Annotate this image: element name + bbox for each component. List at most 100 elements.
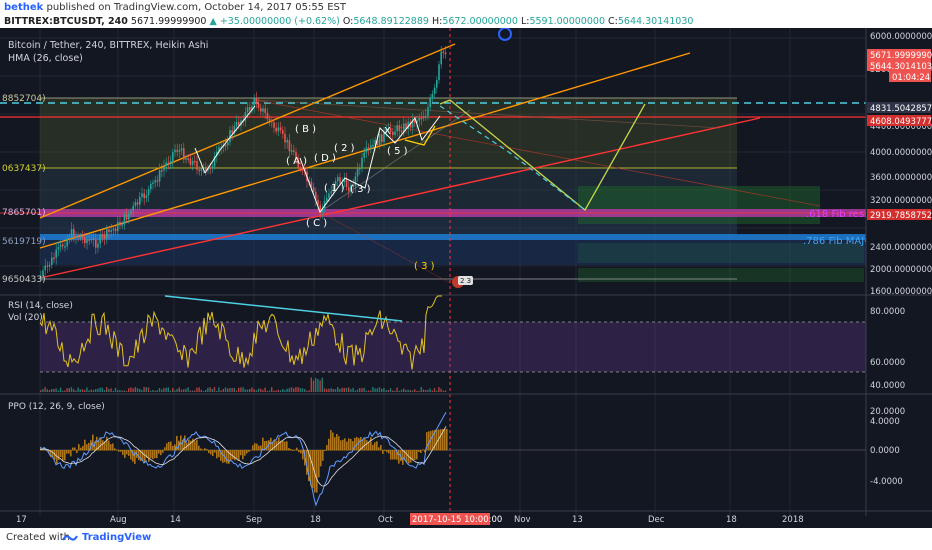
- volume-bar: [255, 390, 257, 392]
- candle: [123, 214, 126, 225]
- candle: [431, 93, 434, 99]
- volume-bar: [266, 390, 268, 392]
- candle: [337, 177, 339, 182]
- candle: [145, 195, 148, 199]
- ppo-hist-bar: [334, 437, 336, 451]
- candle: [136, 202, 139, 205]
- ppo-hist-bar: [204, 448, 206, 451]
- ppo-hist-bar: [116, 449, 118, 451]
- candle: [284, 133, 286, 143]
- candle: [88, 239, 90, 241]
- candle: [101, 234, 104, 237]
- volume-bar: [321, 377, 323, 392]
- ppo-hist-bar: [218, 450, 220, 458]
- volume-bar: [183, 389, 185, 392]
- candle: [130, 210, 132, 214]
- volume-bar: [81, 389, 84, 392]
- candle: [40, 275, 42, 278]
- price-tick: 4400.00000000: [870, 122, 932, 132]
- ppo-hist-bar: [106, 436, 108, 451]
- candle: [158, 170, 161, 182]
- candle: [319, 205, 321, 213]
- wave-label-x: X: [384, 126, 391, 137]
- ppo-hist-bar: [128, 450, 130, 456]
- volume-bar: [121, 390, 123, 392]
- badge-4831: 4831.50428572: [870, 104, 932, 114]
- ppo-hist-bar: [84, 439, 86, 451]
- ppo-hist-bar: [254, 443, 256, 451]
- ppo-hist-bar: [352, 441, 354, 451]
- candle: [385, 129, 387, 133]
- tradingview-brand[interactable]: TradingView: [82, 532, 152, 543]
- chart-svg[interactable]: ( B ) ( A ) ( D ) ( 2 ) ( 1 ) ( 3 ) ( 5 …: [0, 28, 932, 528]
- candle: [323, 200, 326, 209]
- volume-bar: [227, 388, 229, 392]
- candle: [440, 51, 442, 65]
- candle: [189, 158, 192, 165]
- volume-bar: [411, 390, 414, 392]
- ppo-hist-bar: [346, 441, 348, 451]
- ppo-hist-bar: [102, 440, 104, 451]
- candle: [396, 125, 398, 132]
- candle: [253, 98, 255, 107]
- time-axis[interactable]: 17 Aug 14 Sep 18 Oct Nov 13 Dec 18 2018 …: [16, 513, 804, 525]
- ppo-hist-bar: [152, 450, 154, 460]
- price-tick: 3600.00000000: [870, 173, 932, 183]
- candle: [260, 107, 262, 112]
- volume-bar: [264, 387, 266, 392]
- volume-bar: [238, 387, 240, 392]
- ppo-hist-bar: [386, 450, 388, 453]
- volume-bar: [345, 387, 348, 392]
- volume-bar: [143, 387, 145, 392]
- candle: [202, 167, 205, 169]
- time-tick: Sep: [246, 515, 262, 525]
- candle: [150, 183, 152, 190]
- candle: [108, 229, 110, 232]
- ppo-hist-bar: [398, 450, 400, 464]
- volume-bar: [114, 387, 117, 392]
- volume-bar: [240, 387, 242, 392]
- rsi-tick: 80.0000: [870, 307, 905, 317]
- volume-bar: [396, 387, 398, 392]
- volume-bar: [205, 389, 207, 392]
- volume-bar: [128, 388, 130, 392]
- volume-bar: [249, 388, 251, 392]
- candle: [321, 208, 324, 213]
- volume-bar: [189, 390, 191, 392]
- ppo-hist-bar: [62, 450, 64, 462]
- volume-bar: [444, 390, 447, 392]
- ppo-hist-bar: [260, 445, 262, 451]
- ppo-hist-bar: [292, 450, 294, 451]
- ppo-hist-bar: [374, 442, 376, 451]
- ppo-hist-bar: [76, 450, 78, 454]
- ppo-hist-bar: [56, 450, 58, 465]
- chart-area[interactable]: ( B ) ( A ) ( D ) ( 2 ) ( 1 ) ( 3 ) ( 5 …: [0, 28, 932, 528]
- ppo-hist-bar: [154, 450, 156, 459]
- candle: [216, 151, 218, 157]
- ppo-hist-bar: [256, 443, 258, 451]
- ppo-hist-bar: [348, 438, 350, 451]
- volume-bar: [231, 388, 233, 392]
- candle: [194, 160, 196, 163]
- ppo-hist-bar: [184, 435, 186, 451]
- ppo-hist-bar: [388, 450, 390, 454]
- event-count-badge[interactable]: [458, 276, 473, 285]
- close-label: C:: [608, 16, 618, 27]
- volume-bar: [180, 389, 183, 392]
- volume-bar: [40, 390, 42, 392]
- time-cursor-label: 2017-10-15 10:00:00: [412, 515, 502, 525]
- time-tick: 18: [726, 515, 737, 525]
- fib-618-label: .618 Fib resis: [806, 209, 872, 220]
- volume-bar: [207, 387, 209, 392]
- volume-bar: [306, 390, 308, 392]
- ppo-hist-bar: [406, 450, 408, 463]
- candle: [48, 264, 51, 267]
- author-link[interactable]: bethek: [4, 2, 44, 13]
- ppo-hist-bar: [118, 450, 120, 452]
- candle: [297, 159, 299, 168]
- ppo-hist-bar: [318, 450, 320, 478]
- ppo-hist-bar: [206, 448, 208, 451]
- candle: [438, 64, 440, 80]
- ppo-hist-bar: [444, 428, 446, 451]
- ppo-hist-bar: [402, 450, 404, 465]
